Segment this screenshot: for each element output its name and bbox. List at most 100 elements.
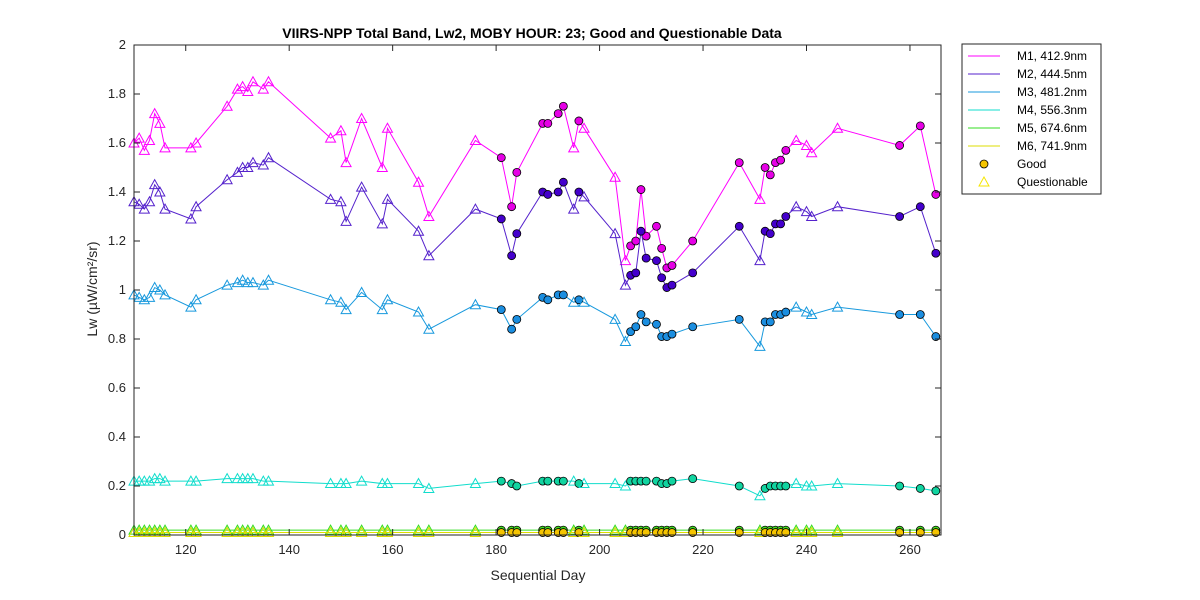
data-point-m4 (781, 481, 791, 491)
legend-good-marker (979, 159, 989, 169)
data-point-m3 (636, 310, 646, 319)
legend-label: M3, 481.2nm (1017, 85, 1087, 99)
data-point-m1 (190, 136, 202, 148)
data-point-m1 (133, 132, 146, 143)
legend-item-m1: M1, 412.9nm (968, 49, 1087, 63)
data-point-m3 (619, 335, 632, 346)
data-point-m3 (262, 274, 275, 285)
data-point-m2 (257, 159, 270, 170)
data-point-m6 (578, 526, 590, 538)
y-tick-label: 1 (119, 282, 126, 297)
data-point-m2 (754, 254, 766, 266)
data-point-m1 (241, 85, 254, 97)
data-point-m2 (652, 256, 661, 266)
data-point-m2 (631, 268, 641, 278)
data-point-m4 (381, 477, 394, 489)
data-point-m6 (805, 526, 818, 538)
legend-label: M1, 412.9nm (1017, 49, 1087, 63)
data-point-m3 (236, 274, 249, 285)
data-point-m1 (734, 158, 744, 168)
data-point-m6 (831, 526, 844, 538)
data-point-m5 (805, 524, 818, 535)
data-point-m3 (512, 314, 522, 324)
y-tick-label: 1.8 (108, 86, 126, 101)
data-point-m6 (262, 526, 275, 538)
legend-item-m4: M4, 556.3nm (968, 103, 1087, 117)
data-point-m1 (148, 107, 161, 119)
data-point-m1 (423, 210, 435, 221)
data-point-m6 (221, 526, 233, 538)
data-point-m1 (754, 193, 766, 204)
data-point-m1 (558, 101, 568, 111)
data-point-m3 (148, 281, 161, 293)
data-point-m1 (543, 119, 553, 128)
data-point-m4 (790, 477, 803, 489)
chart-title: VIIRS-NPP Total Band, Lw2, MOBY HOUR: 23… (282, 25, 782, 41)
data-point-m2 (185, 212, 197, 224)
data-point-m5 (831, 524, 844, 535)
data-point-m1 (776, 155, 786, 165)
data-point-m4 (805, 479, 818, 491)
data-point-m1 (257, 83, 270, 94)
data-point-m3 (143, 291, 156, 302)
data-point-m4 (190, 475, 202, 486)
data-point-m4 (221, 472, 233, 484)
data-point-m1 (636, 185, 646, 194)
data-point-m6 (340, 526, 352, 538)
data-point-m4 (143, 475, 156, 486)
data-point-m1 (376, 161, 389, 172)
x-tick-label: 220 (692, 542, 714, 557)
data-point-m6 (790, 526, 803, 538)
data-point-m1 (800, 139, 813, 150)
y-axis-label: Lw (µW/cm²/sr) (84, 241, 100, 336)
x-tick-label: 200 (589, 542, 611, 557)
data-point-m1 (688, 236, 698, 246)
data-point-m6 (423, 526, 435, 538)
data-point-m3 (754, 340, 766, 351)
data-point-m4 (154, 472, 166, 484)
data-point-m2 (496, 214, 506, 224)
data-point-m4 (754, 489, 766, 501)
data-point-m5 (159, 524, 171, 535)
data-point-m2 (609, 227, 621, 239)
data-point-m2 (335, 195, 347, 207)
legend-label: M2, 444.5nm (1017, 67, 1087, 81)
data-point-m2 (578, 190, 590, 202)
data-point-m6 (469, 526, 482, 538)
data-point-m4 (512, 481, 522, 491)
data-point-m2 (805, 210, 818, 221)
data-point-m3 (688, 322, 698, 332)
data-point-m4 (262, 475, 275, 486)
data-point-m4 (355, 475, 368, 486)
data-point-m4 (412, 477, 425, 489)
data-point-m2 (781, 212, 791, 221)
data-point-m4 (734, 481, 744, 491)
data-point-m3 (355, 286, 368, 297)
data-point-m2 (138, 203, 151, 214)
data-point-m2 (558, 177, 568, 187)
data-point-m3 (469, 298, 482, 310)
data-point-m1 (159, 141, 171, 153)
data-point-m1 (619, 254, 632, 266)
y-tick-label: 0.8 (108, 331, 126, 346)
data-point-m2 (133, 198, 146, 209)
data-point-m4 (247, 472, 259, 484)
data-point-m2 (574, 187, 584, 197)
data-point-m6 (609, 526, 621, 538)
data-point-m1 (765, 170, 775, 180)
data-point-m1 (340, 156, 352, 168)
data-point-m1 (631, 236, 641, 246)
data-point-m3 (154, 283, 166, 295)
data-point-m3 (185, 301, 197, 312)
data-point-m1 (381, 122, 394, 133)
data-point-m3 (574, 295, 584, 305)
data-point-m3 (734, 314, 744, 324)
x-axis-label: Sequential Day (491, 567, 586, 583)
data-point-m2 (143, 195, 156, 207)
data-point-m3 (609, 313, 621, 324)
data-point-m1 (609, 171, 621, 182)
data-point-m1 (831, 122, 844, 133)
data-point-m2 (423, 249, 435, 261)
data-point-m5 (262, 524, 275, 535)
